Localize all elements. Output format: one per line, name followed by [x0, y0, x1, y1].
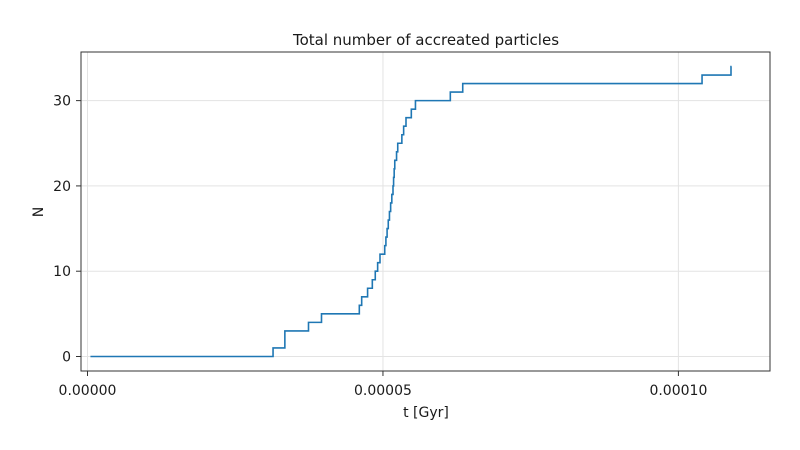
x-tick-label: 0.00000: [59, 383, 117, 399]
chart-title: Total number of accreated particles: [292, 31, 559, 49]
series-line: [90, 65, 732, 358]
tick-layer: 0.00000 0.00005 0.00010 0 10 20 30: [53, 94, 707, 399]
x-tick-label: 0.00005: [354, 383, 412, 399]
y-tick-label: 30: [53, 94, 71, 110]
x-tick-label: 0.00010: [649, 383, 707, 399]
plot-frame: [80, 51, 771, 372]
y-axis-label: N: [31, 207, 47, 217]
y-tick-label: 20: [53, 179, 71, 195]
x-axis-label: t [Gyr]: [403, 405, 449, 421]
y-tick-label: 10: [53, 264, 71, 280]
y-tick-label: 0: [62, 350, 71, 366]
series-layer: [90, 65, 732, 358]
